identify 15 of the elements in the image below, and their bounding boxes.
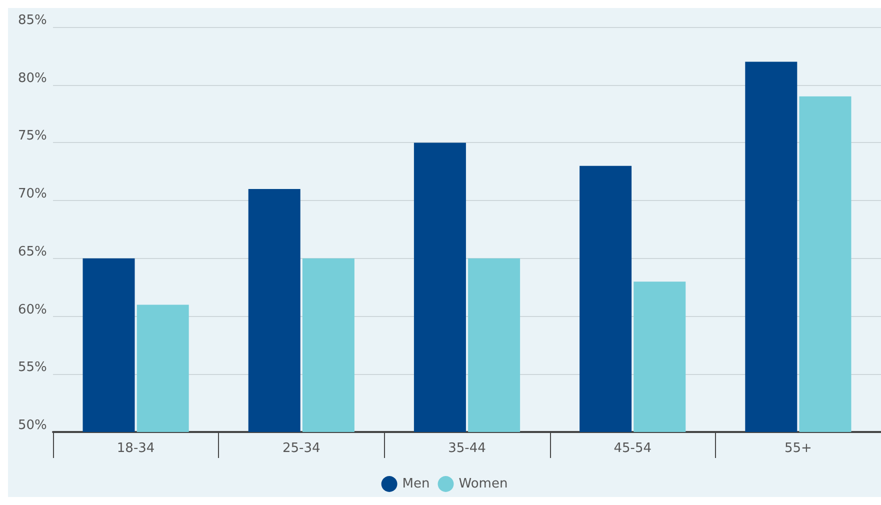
x-tick-label: 45-54 (614, 441, 652, 456)
y-tick-label: 70% (18, 186, 47, 202)
y-tick-label: 60% (18, 302, 47, 318)
x-tick-label: 25-34 (282, 441, 320, 456)
y-tick-label: 80% (18, 70, 47, 86)
y-tick-label: 50% (18, 418, 47, 433)
x-tick-label: 18-34 (116, 441, 155, 456)
x-tick-label: 35-44 (448, 441, 486, 456)
legend-label: Men (402, 476, 430, 492)
x-tick-label: 55+ (784, 441, 812, 456)
y-tick-label: 85% (18, 13, 47, 28)
y-tick-label: 55% (18, 360, 47, 376)
y-tick-label: 75% (18, 128, 47, 144)
legend-label: Women (458, 476, 508, 492)
y-tick-label: 65% (18, 244, 47, 260)
